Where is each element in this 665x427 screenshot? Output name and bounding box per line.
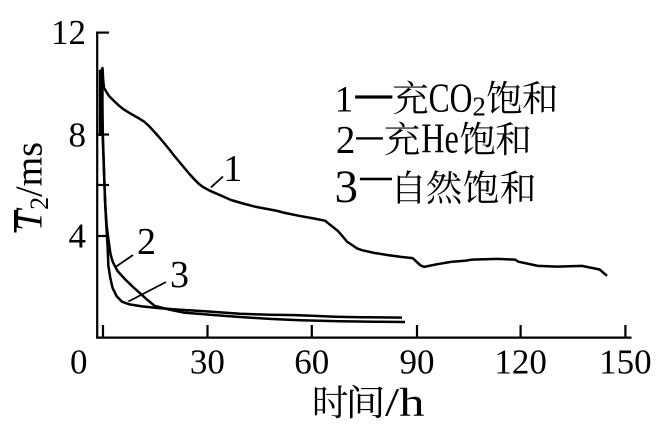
- svg-text:30: 30: [190, 343, 225, 382]
- svg-text:12: 12: [51, 13, 86, 52]
- svg-text:3: 3: [335, 161, 359, 213]
- svg-text:1: 1: [335, 79, 354, 120]
- svg-text:150: 150: [599, 343, 652, 382]
- svg-text:He: He: [421, 116, 459, 162]
- svg-text:2: 2: [336, 118, 356, 161]
- svg-text:90: 90: [400, 343, 435, 382]
- svg-text:2: 2: [472, 92, 486, 122]
- svg-text:4: 4: [69, 217, 87, 256]
- svg-text:3: 3: [170, 254, 189, 296]
- svg-text:1: 1: [223, 148, 242, 190]
- svg-text:/h: /h: [385, 380, 425, 425]
- svg-text:T2/ms: T2/ms: [9, 142, 55, 231]
- svg-text:120: 120: [494, 343, 547, 382]
- svg-text:8: 8: [69, 115, 87, 154]
- svg-text:0: 0: [70, 343, 88, 382]
- svg-text:CO: CO: [429, 74, 473, 120]
- svg-text:60: 60: [294, 343, 329, 382]
- svg-text:2: 2: [137, 221, 156, 263]
